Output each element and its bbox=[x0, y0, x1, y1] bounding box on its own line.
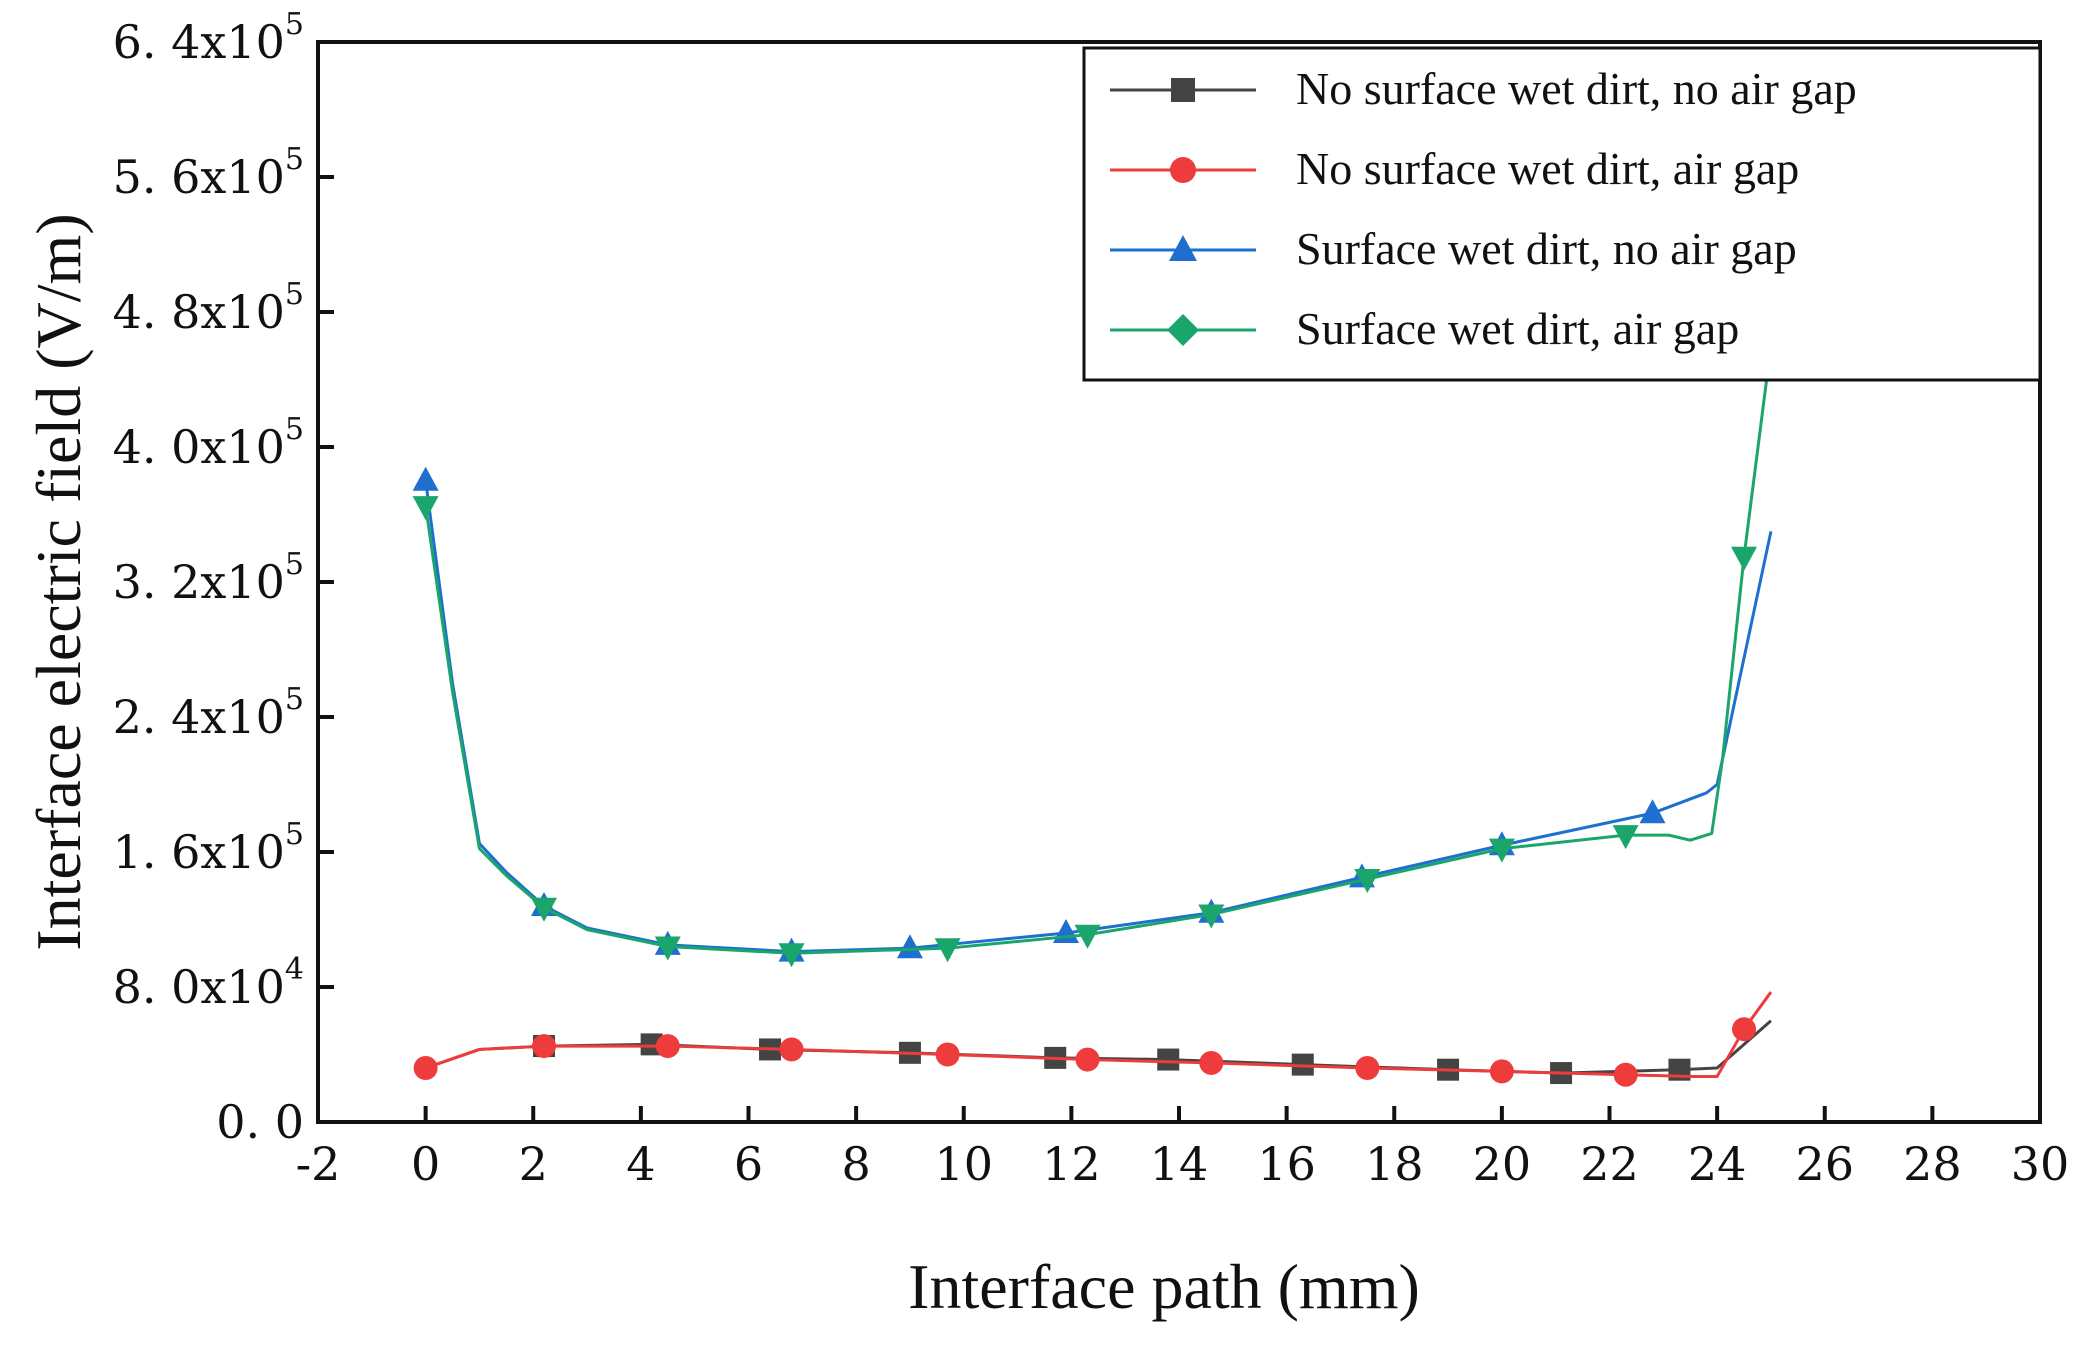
y-tick-label: 0. 0 bbox=[216, 1095, 304, 1149]
data-point bbox=[1199, 1050, 1224, 1075]
data-point bbox=[1639, 799, 1666, 824]
data-point bbox=[412, 466, 439, 491]
y-tick-exponent: 5 bbox=[285, 7, 304, 42]
x-tick-label: 28 bbox=[1903, 1137, 1962, 1191]
x-tick-label: 12 bbox=[1042, 1137, 1101, 1191]
y-tick-mantissa: 8. 0x10 bbox=[113, 960, 285, 1014]
series-2 bbox=[413, 991, 1773, 1087]
y-tick-mantissa: 3. 2x10 bbox=[113, 555, 285, 609]
legend-box bbox=[1082, 46, 2042, 382]
y-tick-exponent: 5 bbox=[285, 547, 304, 582]
legend-label: No surface wet dirt, air gap bbox=[1296, 143, 1799, 194]
y-tick-mantissa: 6. 4x10 bbox=[113, 15, 285, 69]
legend-label: Surface wet dirt, no air gap bbox=[1296, 223, 1797, 274]
x-tick-label: 2 bbox=[519, 1137, 548, 1191]
x-tick-label: 22 bbox=[1580, 1137, 1639, 1191]
series-line bbox=[424, 345, 1773, 955]
y-tick-exponent: 5 bbox=[285, 142, 304, 177]
x-tick-label: 4 bbox=[626, 1137, 655, 1191]
data-point bbox=[1074, 924, 1101, 949]
x-tick-label: 16 bbox=[1257, 1137, 1316, 1191]
y-tick-exponent: 5 bbox=[285, 682, 304, 717]
y-tick-mantissa: 0. 0 bbox=[216, 1095, 304, 1149]
x-tick-label: 18 bbox=[1365, 1137, 1424, 1191]
data-point bbox=[1488, 838, 1515, 863]
legend-marker bbox=[1170, 157, 1196, 183]
x-tick-label: 24 bbox=[1688, 1137, 1747, 1191]
y-tick-label: 2. 4x105 bbox=[113, 682, 304, 744]
data-point bbox=[1489, 1059, 1514, 1084]
x-tick-label: 20 bbox=[1473, 1137, 1532, 1191]
data-point bbox=[778, 943, 805, 968]
y-tick-label: 1. 6x105 bbox=[113, 817, 304, 879]
legend-label: No surface wet dirt, no air gap bbox=[1296, 63, 1857, 114]
y-axis-title: Interface electric field (V/m) bbox=[23, 213, 94, 950]
x-tick-label: 14 bbox=[1150, 1137, 1209, 1191]
x-tick-label: 8 bbox=[841, 1137, 870, 1191]
y-tick-mantissa: 4. 0x10 bbox=[113, 420, 285, 474]
data-point bbox=[1354, 869, 1381, 893]
data-point bbox=[532, 1034, 557, 1059]
data-point bbox=[1075, 1047, 1100, 1072]
data-point bbox=[779, 1037, 804, 1062]
y-tick-exponent: 5 bbox=[285, 817, 304, 852]
data-point bbox=[1732, 1017, 1757, 1042]
series-3 bbox=[412, 466, 1773, 962]
y-tick-mantissa: 2. 4x10 bbox=[113, 690, 285, 744]
y-tick-label: 4. 0x105 bbox=[113, 412, 304, 474]
x-tick-label: 0 bbox=[411, 1137, 440, 1191]
legend-marker bbox=[1171, 78, 1195, 102]
x-tick-label: 30 bbox=[2011, 1137, 2070, 1191]
y-tick-exponent: 5 bbox=[285, 412, 304, 447]
y-tick-exponent: 4 bbox=[285, 952, 304, 987]
legend-item: Surface wet dirt, air gap bbox=[1110, 303, 1739, 354]
data-point bbox=[935, 1042, 960, 1067]
y-tick-mantissa: 5. 6x10 bbox=[113, 150, 285, 204]
series-line bbox=[424, 480, 1773, 954]
legend-item: No surface wet dirt, no air gap bbox=[1110, 63, 1857, 114]
legend-marker bbox=[1167, 314, 1199, 346]
data-point bbox=[934, 938, 961, 963]
data-point bbox=[531, 897, 558, 922]
y-tick-label: 6. 4x105 bbox=[113, 7, 304, 69]
x-tick-label: -2 bbox=[296, 1137, 341, 1191]
data-point bbox=[655, 1034, 680, 1059]
legend-marker bbox=[1169, 235, 1197, 261]
legend-item: No surface wet dirt, air gap bbox=[1110, 143, 1799, 194]
x-tick-label: 10 bbox=[934, 1137, 993, 1191]
data-point bbox=[1731, 546, 1758, 571]
data-point bbox=[1613, 1062, 1638, 1087]
y-tick-label: 3. 2x105 bbox=[113, 547, 304, 609]
data-point bbox=[1157, 1048, 1180, 1071]
legend: No surface wet dirt, no air gap No surfac… bbox=[1082, 46, 2042, 382]
x-axis-title: Interface path (mm) bbox=[908, 1251, 1420, 1322]
series-layer bbox=[412, 345, 1773, 1087]
y-tick-mantissa: 1. 6x10 bbox=[113, 825, 285, 879]
x-tick-label: 6 bbox=[734, 1137, 763, 1191]
y-tick-label: 5. 6x105 bbox=[113, 142, 304, 204]
data-point bbox=[413, 1056, 438, 1080]
data-point bbox=[1612, 825, 1639, 850]
x-axis: -2 0 2 4 6 8 10 12 14 16 18 20 22 24 26 28 30 bbox=[296, 1106, 2070, 1191]
legend-label: Surface wet dirt, air gap bbox=[1296, 303, 1739, 354]
legend-item: Surface wet dirt, no air gap bbox=[1110, 223, 1797, 274]
y-tick-mantissa: 4. 8x10 bbox=[113, 285, 285, 339]
y-tick-label: 8. 0x104 bbox=[113, 952, 304, 1014]
data-point bbox=[896, 934, 923, 959]
data-point bbox=[412, 496, 439, 521]
data-point bbox=[654, 936, 681, 961]
y-tick-exponent: 5 bbox=[285, 277, 304, 312]
series-4 bbox=[412, 345, 1773, 968]
y-tick-label: 4. 8x105 bbox=[113, 277, 304, 339]
data-point bbox=[1355, 1056, 1380, 1080]
x-tick-label: 26 bbox=[1795, 1137, 1854, 1191]
data-point bbox=[1198, 904, 1225, 929]
